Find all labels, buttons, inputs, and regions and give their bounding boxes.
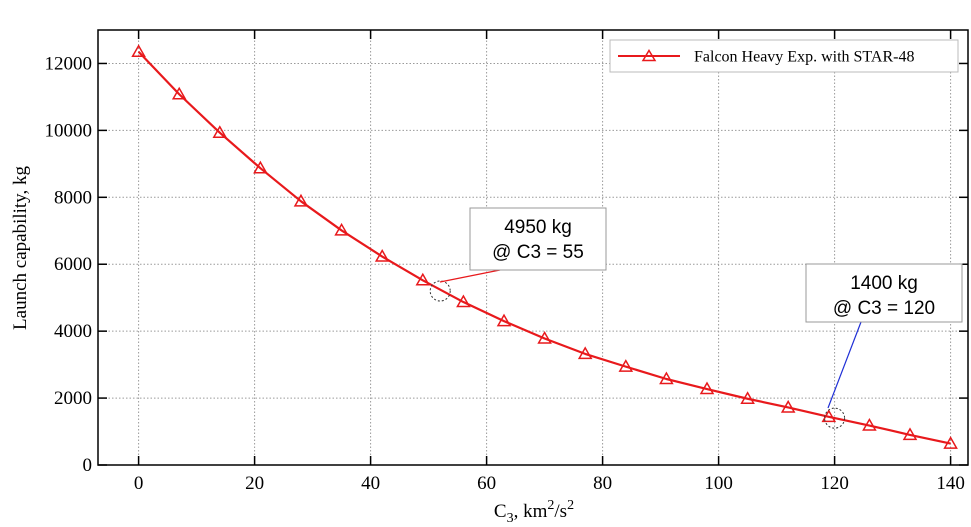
- x-tick-label: 140: [936, 473, 965, 494]
- x-tick-label: 20: [245, 473, 264, 494]
- annotation-value: 4950 kg: [504, 217, 572, 238]
- annotation-condition: @ C3 = 120: [833, 298, 935, 319]
- y-tick-label: 2000: [54, 388, 92, 409]
- x-tick-label: 60: [477, 473, 496, 494]
- x-axis-title-sup1: 2: [547, 498, 554, 513]
- annotation-leader: [440, 270, 500, 282]
- x-axis-title-sup2: 2: [567, 498, 574, 513]
- annotation-leader: [828, 322, 861, 408]
- y-tick-label: 8000: [54, 187, 92, 208]
- highlight-circle: [430, 281, 450, 301]
- y-tick-label: 10000: [45, 120, 93, 141]
- x-axis-title-sub: 3: [507, 511, 514, 526]
- x-axis-title-rest: , km: [514, 501, 548, 522]
- y-tick-label: 4000: [54, 321, 92, 342]
- y-tick-label: 6000: [54, 254, 92, 275]
- x-axis-title-mid: /s: [554, 501, 567, 522]
- x-tick-label: 100: [704, 473, 733, 494]
- x-tick-label: 0: [134, 473, 144, 494]
- y-tick-label: 12000: [45, 53, 93, 74]
- annotation-condition: @ C3 = 55: [492, 242, 584, 263]
- x-axis-title-base: C: [494, 501, 507, 522]
- legend: Falcon Heavy Exp. with STAR-48: [610, 40, 958, 72]
- x-tick-label: 120: [820, 473, 849, 494]
- y-axis-title: Launch capability, kg: [10, 166, 31, 330]
- annotations: 4950 kg @ C3 = 55 1400 kg @ C3 = 120: [430, 208, 962, 428]
- x-tick-label: 80: [593, 473, 612, 494]
- x-tick-label: 40: [361, 473, 380, 494]
- x-axis-title: C3, km2/s2: [494, 498, 574, 526]
- y-tick-label: 0: [83, 455, 93, 476]
- legend-label: Falcon Heavy Exp. with STAR-48: [694, 49, 914, 66]
- annotation-value: 1400 kg: [850, 273, 918, 294]
